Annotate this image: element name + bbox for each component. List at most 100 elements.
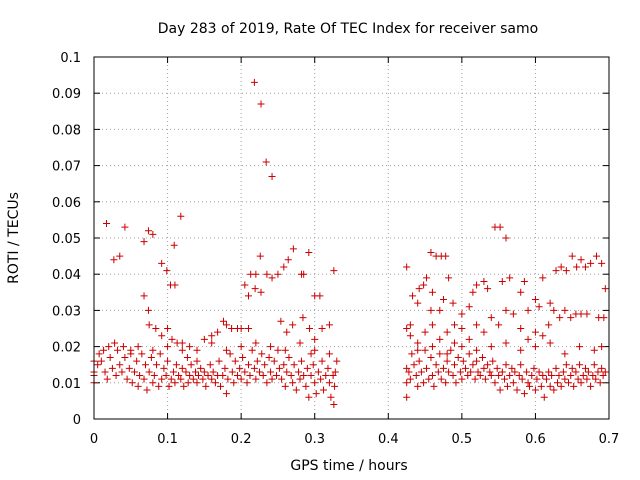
data-point (208, 375, 216, 383)
data-point (415, 357, 423, 365)
data-point (449, 299, 457, 307)
data-point (517, 325, 525, 332)
data-point (556, 314, 564, 322)
data-point (484, 361, 492, 369)
data-point (222, 346, 230, 354)
data-point (311, 379, 319, 387)
data-point (250, 364, 258, 372)
data-point (562, 361, 570, 369)
data-point (524, 379, 532, 387)
data-point (224, 375, 232, 383)
data-point (502, 361, 510, 369)
data-point (495, 372, 503, 380)
data-point (231, 357, 239, 365)
data-point (252, 270, 260, 278)
x-tick-label: 0.7 (599, 432, 620, 447)
data-point (204, 372, 212, 380)
data-point (469, 361, 477, 369)
y-axis-label: ROTI / TECUs (6, 192, 22, 284)
data-point (583, 310, 591, 318)
data-point (523, 368, 531, 376)
x-axis-label: GPS time / hours (290, 458, 407, 474)
data-point (533, 375, 541, 383)
data-point (439, 364, 447, 372)
data-point (487, 314, 495, 322)
data-point (599, 372, 607, 380)
data-point (245, 325, 252, 332)
data-point (303, 364, 311, 372)
x-tick-label: 0.3 (304, 432, 325, 447)
data-point (108, 364, 116, 372)
data-point (458, 325, 466, 332)
data-point (128, 379, 136, 387)
data-point (325, 350, 333, 358)
data-point (162, 372, 170, 380)
x-tick-label: 0.6 (525, 432, 546, 447)
plot-frame (93, 56, 610, 420)
y-tick-label: 0.01 (52, 377, 81, 392)
data-point (144, 227, 152, 235)
data-point (171, 281, 179, 289)
data-point (508, 364, 516, 372)
data-point (428, 288, 436, 296)
data-point (430, 382, 438, 390)
data-point (487, 343, 495, 351)
data-point (130, 368, 138, 376)
data-point (537, 382, 545, 390)
data-point (559, 368, 567, 376)
data-point (481, 375, 489, 383)
x-tick-label: 0.4 (378, 432, 399, 447)
data-point (300, 372, 308, 380)
data-point (289, 245, 297, 253)
data-point (428, 321, 436, 329)
data-point (296, 339, 304, 347)
data-point (451, 361, 458, 369)
data-point (296, 375, 304, 383)
data-point (95, 350, 103, 358)
data-point (454, 353, 462, 361)
data-point (245, 292, 252, 300)
data-point (330, 267, 338, 275)
data-point (147, 353, 155, 361)
data-point (274, 270, 282, 278)
data-point (193, 379, 201, 387)
data-point (517, 288, 525, 296)
data-point (557, 382, 565, 390)
data-point (149, 346, 157, 354)
data-point (406, 332, 414, 340)
data-point (100, 346, 108, 354)
data-point (121, 353, 129, 361)
data-point (307, 350, 315, 358)
data-point (164, 343, 172, 351)
data-point (442, 379, 450, 387)
y-tick-label: 0.06 (52, 196, 81, 211)
data-point (458, 375, 466, 383)
data-point (209, 368, 217, 376)
data-point (458, 343, 466, 351)
data-point (105, 343, 113, 351)
data-point (405, 368, 413, 376)
data-point (406, 375, 414, 383)
data-point (540, 393, 548, 401)
data-point (145, 368, 153, 376)
data-point (103, 375, 111, 383)
data-point (257, 288, 265, 296)
data-point (480, 328, 488, 336)
data-point (263, 379, 271, 387)
data-point (552, 267, 560, 275)
y-tick-label: 0.08 (52, 123, 81, 138)
data-point (491, 379, 499, 387)
data-point (473, 321, 481, 329)
data-point (290, 361, 298, 369)
data-point (228, 325, 236, 332)
data-point (171, 379, 179, 387)
data-point (280, 263, 288, 271)
data-point (274, 346, 282, 354)
data-point (568, 364, 576, 372)
data-point (211, 379, 219, 387)
y-tick-label: 0.03 (52, 304, 81, 319)
data-point (275, 364, 283, 372)
data-point (535, 368, 543, 376)
data-point (158, 259, 166, 267)
